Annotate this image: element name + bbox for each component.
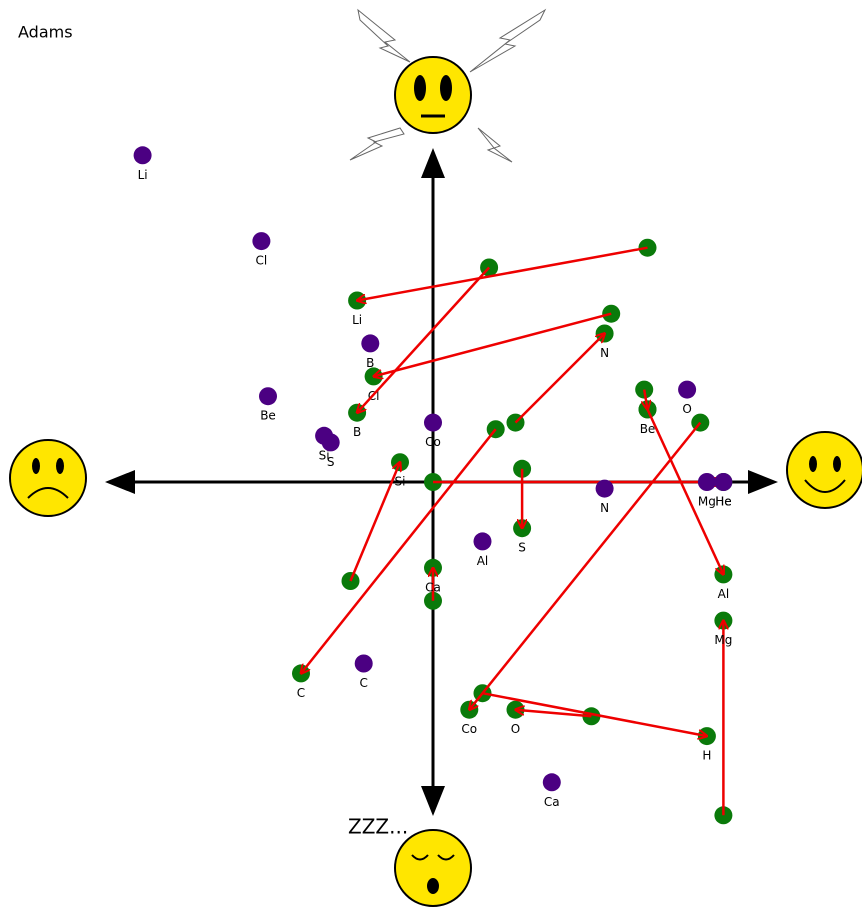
point — [133, 146, 152, 165]
point-label: N — [600, 501, 609, 515]
sleepy-label: ZZZ... — [348, 815, 408, 839]
point-label: S — [327, 455, 335, 469]
arrow-label: He — [715, 495, 731, 509]
face-bottom — [394, 829, 472, 907]
arrow-label: Co — [461, 722, 477, 736]
point-label: Al — [477, 554, 489, 568]
arrow — [349, 462, 401, 582]
arrow-label: B — [353, 425, 361, 439]
arrow-label: Mg — [714, 633, 732, 647]
arrow-label: C — [297, 686, 305, 700]
arrow — [516, 710, 592, 718]
point — [361, 334, 380, 353]
point — [697, 473, 716, 491]
point — [678, 380, 697, 399]
arrow-label: N — [600, 346, 609, 360]
axes — [125, 170, 765, 800]
point — [252, 232, 271, 251]
point — [424, 413, 442, 432]
arrow-label: Si — [395, 475, 406, 489]
point-label: Cl — [256, 254, 268, 268]
point-label: Mg — [698, 495, 716, 509]
point-label: Be — [260, 409, 276, 423]
point-label: Co — [425, 435, 441, 449]
arrow — [514, 334, 605, 424]
point — [321, 433, 340, 452]
face-left — [9, 439, 87, 517]
arrow-label: Li — [352, 313, 362, 327]
face-right — [786, 431, 862, 509]
point — [354, 654, 373, 673]
point — [595, 479, 614, 498]
arrow — [469, 421, 702, 710]
point-label: B — [366, 356, 374, 370]
arrow — [374, 312, 612, 377]
title: Adams — [18, 23, 73, 42]
point-label: He — [715, 495, 731, 509]
arrow-label: S — [518, 541, 526, 555]
point-label: C — [360, 676, 368, 690]
point-label: Li — [138, 168, 148, 182]
point — [542, 773, 561, 792]
point — [259, 387, 277, 406]
point — [473, 532, 492, 551]
bolts — [349, 8, 547, 163]
arrow — [301, 428, 497, 673]
arrow — [357, 246, 648, 301]
arrow-label: O — [511, 722, 520, 736]
arrow — [646, 408, 724, 574]
arrow — [357, 266, 491, 413]
arrow-label: H — [702, 749, 711, 763]
arrow — [482, 691, 707, 736]
arrow-label: Be — [640, 422, 656, 436]
arrow — [644, 389, 647, 410]
arrow-label: Ca — [425, 580, 441, 594]
arrow-label: Al — [718, 587, 730, 601]
face-top — [394, 56, 472, 134]
point-label: Si — [319, 448, 330, 462]
point — [714, 473, 733, 491]
point-label: Ca — [544, 795, 560, 809]
point-label: O — [682, 402, 691, 416]
